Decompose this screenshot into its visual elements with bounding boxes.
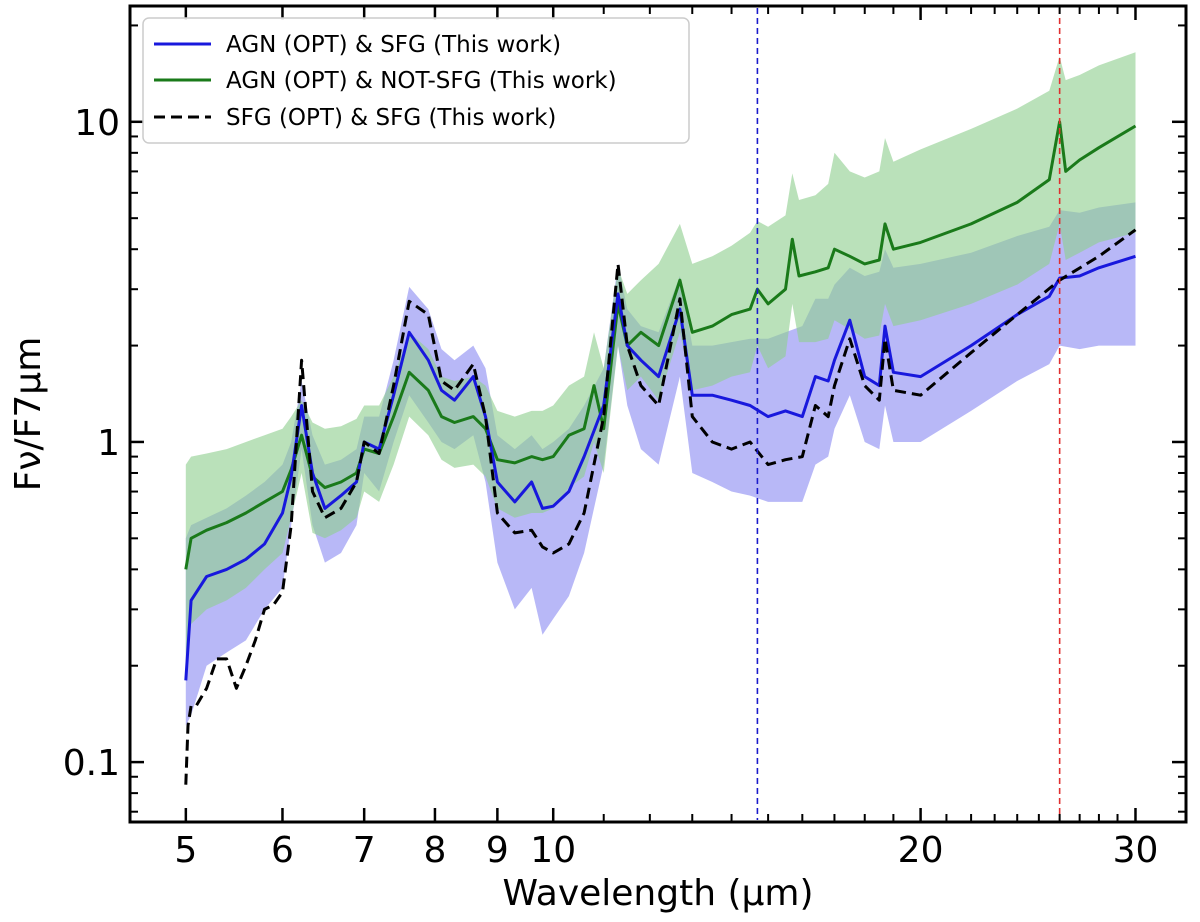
- x-tick-label-10: 10: [530, 830, 576, 871]
- x-axis-label: Wavelength (μm): [502, 873, 813, 914]
- series-lines: [184, 120, 1137, 785]
- confidence-bands: [185, 52, 1136, 726]
- plot-frame: [128, 4, 1188, 824]
- x-tick-label-9: 9: [486, 830, 509, 871]
- x-tick-label-7: 7: [353, 830, 376, 871]
- legend-label-agn-not-sfg: AGN (OPT) & NOT-SFG (This work): [226, 68, 617, 94]
- x-tick-label-8: 8: [423, 830, 446, 871]
- line-agn-opt-sfg-this-work: [184, 254, 1136, 681]
- legend-label-agn-sfg: AGN (OPT) & SFG (This work): [226, 32, 561, 58]
- axis-ticks: 5 6 7 8 9 10 20 30 0.1 1 10: [63, 6, 1186, 871]
- y-axis-label: Fν/F7μm: [8, 337, 49, 492]
- y-tick-label-10: 10: [74, 103, 120, 144]
- y-tick-label-0.1: 0.1: [63, 743, 120, 784]
- legend-box: [142, 17, 690, 144]
- x-tick-label-30: 30: [1113, 830, 1159, 871]
- band-agn-opt-not-sfg-this-work: [185, 52, 1136, 666]
- band-agn-opt-sfg-this-work: [185, 202, 1136, 726]
- legend: AGN (OPT) & SFG (This work) AGN (OPT) & …: [142, 17, 690, 144]
- y-tick-label-1: 1: [97, 423, 120, 464]
- x-tick-label-20: 20: [898, 830, 944, 871]
- line-sfg-opt-sfg-this-work: [184, 228, 1137, 785]
- x-tick-label-5: 5: [174, 830, 197, 871]
- legend-label-sfg-sfg: SFG (OPT) & SFG (This work): [226, 105, 556, 131]
- x-tick-label-6: 6: [271, 830, 294, 871]
- line-agn-opt-not-sfg-this-work: [184, 120, 1137, 570]
- reference-lines: [756, 8, 1061, 820]
